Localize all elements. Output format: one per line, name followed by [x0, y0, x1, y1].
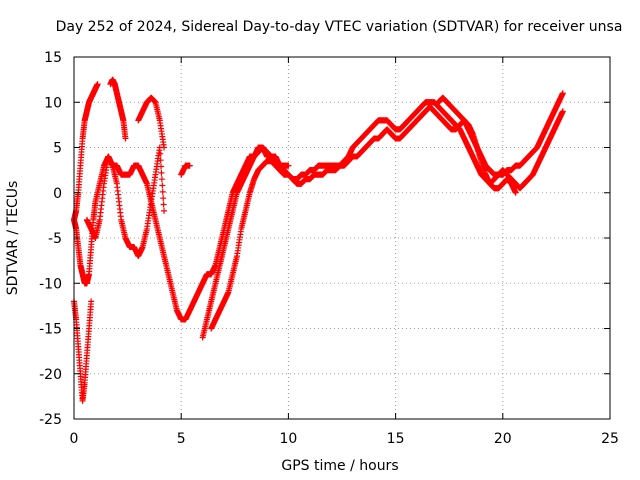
y-tick-label: -25 — [39, 412, 62, 428]
y-axis-title: SDTVAR / TECUs — [5, 181, 21, 296]
x-tick-label: 20 — [494, 431, 512, 447]
axis-ticks — [73, 56, 611, 420]
series-track-a — [71, 81, 101, 223]
series-track-j — [435, 94, 519, 196]
grid — [74, 57, 610, 419]
series-track-f — [135, 94, 168, 151]
x-tick-label: 0 — [70, 431, 79, 447]
y-tick-label: -20 — [39, 367, 62, 383]
y-tick-label: 10 — [44, 95, 62, 111]
x-tick-label: 25 — [601, 431, 619, 447]
y-tick-label: -10 — [39, 276, 62, 292]
series-track-h — [199, 90, 566, 341]
data-point — [512, 189, 519, 196]
x-tick-label: 10 — [279, 431, 297, 447]
data-point — [160, 195, 167, 202]
data-point — [158, 176, 165, 183]
x-tick-label: 15 — [387, 431, 405, 447]
data-point — [122, 135, 129, 142]
series-track-i — [208, 103, 566, 332]
data-point — [161, 144, 168, 151]
data-point — [159, 182, 166, 189]
data-point — [157, 157, 164, 164]
chart-title: Day 252 of 2024, Sidereal Day-to-day VTE… — [56, 19, 623, 35]
y-tick-label: 5 — [53, 141, 62, 157]
series-track-g — [178, 162, 193, 178]
data-point — [559, 108, 566, 115]
data-point — [186, 162, 193, 169]
x-axis-title: GPS time / hours — [281, 458, 398, 474]
data-marks — [71, 76, 566, 404]
data-point — [161, 207, 168, 214]
data-point — [285, 162, 292, 169]
series-track-d — [83, 144, 168, 260]
series-track-e — [107, 76, 129, 142]
y-tick-label: 15 — [44, 50, 62, 66]
x-tick-label: 5 — [177, 431, 186, 447]
x-tick-labels: 0 5 10 15 20 25 — [70, 431, 619, 447]
data-point — [158, 169, 165, 176]
y-tick-labels: -25 -20 -15 -10 -5 0 5 10 15 — [39, 50, 62, 428]
series-track-c — [71, 298, 95, 404]
data-point — [559, 90, 566, 97]
data-point — [94, 81, 101, 88]
data-point — [157, 150, 164, 157]
data-point — [160, 201, 167, 208]
data-point — [158, 163, 165, 170]
y-tick-label: -5 — [48, 231, 62, 247]
data-point — [159, 188, 166, 195]
data-point — [88, 298, 95, 305]
y-tick-label: -15 — [39, 322, 62, 338]
y-tick-label: 0 — [53, 186, 62, 202]
